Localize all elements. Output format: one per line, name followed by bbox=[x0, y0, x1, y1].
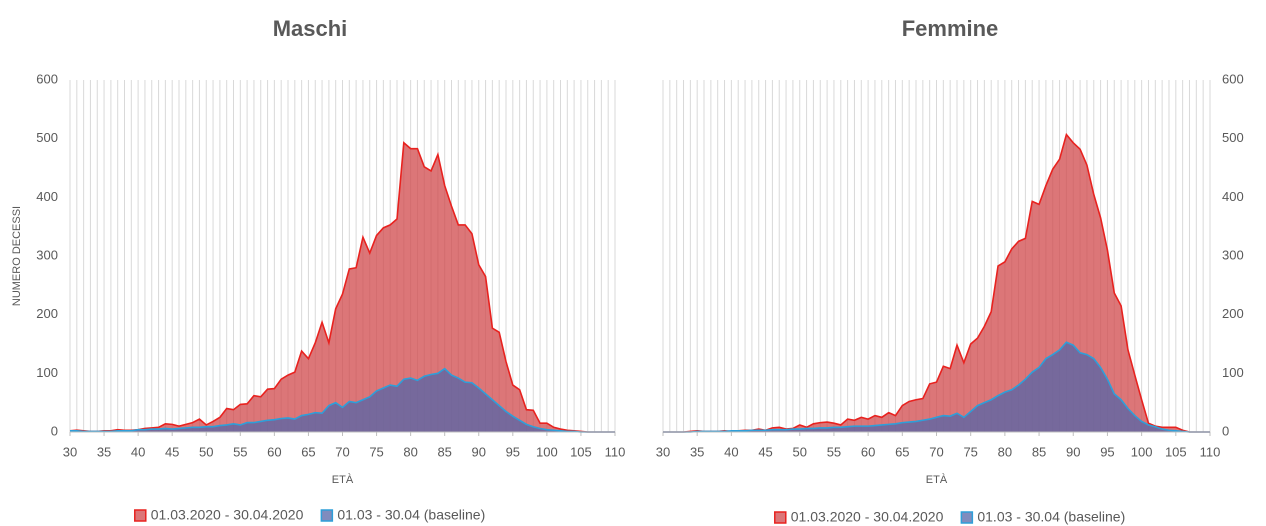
y-tick-label: 0 bbox=[51, 423, 58, 438]
y-tick-label: 100 bbox=[1222, 365, 1244, 380]
x-tick-label: 70 bbox=[929, 444, 943, 459]
x-tick-label: 80 bbox=[403, 444, 417, 459]
x-axis-label: ETÀ bbox=[332, 473, 354, 486]
area-line bbox=[663, 341, 1210, 433]
chart-title: Femmine bbox=[902, 16, 999, 41]
area-fill bbox=[70, 142, 615, 432]
x-tick-label: 110 bbox=[605, 444, 626, 459]
x-tick-label: 110 bbox=[1200, 444, 1221, 459]
legend-label: 01.03.2020 - 30.04.2020 bbox=[791, 509, 944, 525]
legend: 01.03.2020 - 30.04.2020 01.03 - 30.04 (ba… bbox=[134, 507, 485, 523]
x-tick-label: 30 bbox=[63, 444, 77, 459]
chart-title: Maschi bbox=[273, 16, 348, 41]
legend-swatch bbox=[774, 511, 787, 524]
y-tick-label: 600 bbox=[1222, 71, 1244, 86]
x-tick-label: 105 bbox=[570, 444, 592, 459]
x-tick-label: 85 bbox=[437, 444, 451, 459]
area-fill bbox=[663, 342, 1210, 432]
x-tick-label: 55 bbox=[827, 444, 841, 459]
x-tick-label: 60 bbox=[861, 444, 875, 459]
x-tick-label: 100 bbox=[536, 444, 558, 459]
x-tick-label: 35 bbox=[97, 444, 111, 459]
y-tick-label: 0 bbox=[1222, 423, 1229, 438]
x-tick-label: 40 bbox=[724, 444, 738, 459]
y-tick-label: 300 bbox=[36, 247, 58, 262]
x-tick-label: 60 bbox=[267, 444, 281, 459]
x-tick-label: 70 bbox=[335, 444, 349, 459]
area-fill bbox=[70, 368, 615, 432]
x-tick-label: 80 bbox=[998, 444, 1012, 459]
x-tick-label: 90 bbox=[1066, 444, 1080, 459]
x-tick-label: 75 bbox=[369, 444, 383, 459]
x-tick-label: 50 bbox=[793, 444, 807, 459]
x-tick-label: 85 bbox=[1032, 444, 1046, 459]
x-tick-label: 90 bbox=[472, 444, 486, 459]
x-tick-label: 75 bbox=[963, 444, 977, 459]
x-tick-label: 95 bbox=[1100, 444, 1114, 459]
x-tick-label: 40 bbox=[131, 444, 145, 459]
y-tick-label: 500 bbox=[1222, 130, 1244, 145]
x-tick-label: 100 bbox=[1131, 444, 1153, 459]
legend: 01.03.2020 - 30.04.2020 01.03 - 30.04 (ba… bbox=[774, 509, 1125, 525]
x-tick-label: 35 bbox=[690, 444, 704, 459]
legend-label: 01.03 - 30.04 (baseline) bbox=[337, 507, 485, 523]
x-tick-label: 65 bbox=[301, 444, 315, 459]
x-axis-label: ETÀ bbox=[926, 473, 948, 486]
x-tick-label: 95 bbox=[506, 444, 520, 459]
x-tick-label: 105 bbox=[1165, 444, 1187, 459]
y-tick-label: 300 bbox=[1222, 247, 1244, 262]
x-tick-label: 65 bbox=[895, 444, 909, 459]
y-tick-label: 600 bbox=[36, 71, 58, 86]
y-tick-label: 400 bbox=[36, 189, 58, 204]
legend-swatch bbox=[960, 511, 974, 524]
x-tick-label: 30 bbox=[656, 444, 670, 459]
x-tick-label: 50 bbox=[199, 444, 213, 459]
y-tick-label: 200 bbox=[1222, 306, 1244, 321]
legend-swatch bbox=[320, 509, 334, 522]
y-axis-label: NUMERO DECESSI bbox=[11, 206, 23, 306]
legend-swatch bbox=[134, 509, 147, 522]
y-tick-label: 100 bbox=[36, 365, 58, 380]
area-line bbox=[70, 367, 615, 433]
y-tick-label: 500 bbox=[36, 130, 58, 145]
area-line bbox=[69, 141, 615, 433]
x-tick-label: 45 bbox=[165, 444, 179, 459]
x-tick-label: 45 bbox=[758, 444, 772, 459]
legend-label: 01.03 - 30.04 (baseline) bbox=[977, 509, 1125, 525]
y-tick-label: 200 bbox=[36, 306, 58, 321]
y-tick-label: 400 bbox=[1222, 189, 1244, 204]
x-tick-label: 55 bbox=[233, 444, 247, 459]
legend-label: 01.03.2020 - 30.04.2020 bbox=[151, 507, 304, 523]
